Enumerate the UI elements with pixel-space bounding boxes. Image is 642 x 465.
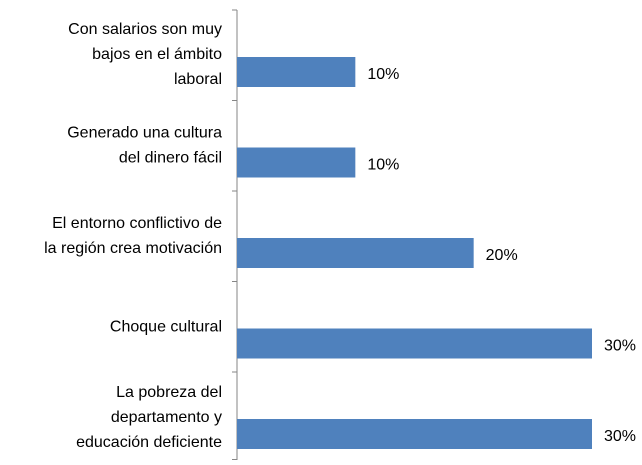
bar [237,57,356,87]
category-label-line: La pobreza del [116,384,222,401]
bar [237,328,592,359]
category-label-line: Generado una cultura [67,125,222,142]
category-label-line: laboral [174,71,222,88]
category-label-line: la región crea motivación [44,240,222,257]
category-label-line: educación deficiente [76,434,222,451]
bar [237,419,592,449]
category-label: Con salarios son muy bajos en el ámbito la… [68,21,222,88]
category-label: Choque cultural [110,319,222,336]
value-label: 30% [604,428,636,445]
category-label-line: El entorno conflictivo de [52,215,222,232]
category-label-line: Con salarios son muy [68,21,222,38]
value-label: 10% [367,157,399,174]
category-label: El entorno conflictivo de la región crea … [44,215,222,257]
value-label: 20% [486,247,518,264]
category-label-line: departamento y [111,409,222,426]
category-label: Generado una cultura del dinero fácil [67,125,222,167]
bar [237,238,474,268]
bar [237,147,356,178]
category-label-line: bajos en el ámbito [92,46,222,63]
value-label: 30% [604,338,636,355]
category-label-line: Choque cultural [110,319,222,336]
category-label-line: del dinero fácil [119,150,222,167]
value-label: 10% [367,66,399,83]
category-label: La pobreza del departamento y educación de… [76,384,222,451]
